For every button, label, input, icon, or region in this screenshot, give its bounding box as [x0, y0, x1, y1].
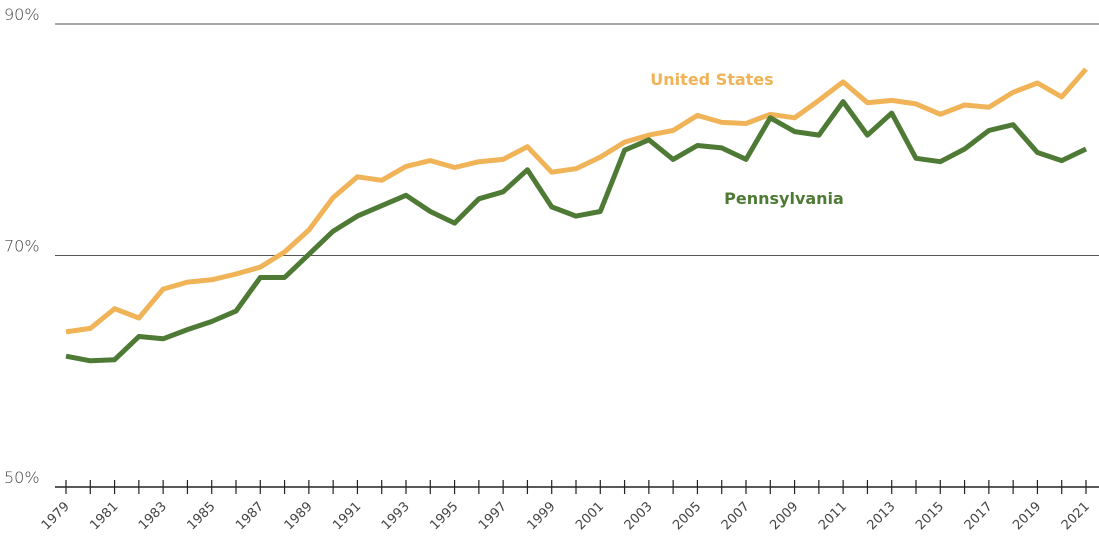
- x-tick-label: 2015: [913, 499, 947, 533]
- x-tick-label: 2005: [670, 499, 704, 533]
- x-tick-label: 1987: [233, 499, 267, 533]
- y-tick-label: 90%: [4, 5, 40, 24]
- y-tick-label: 70%: [4, 237, 40, 256]
- x-tick-label: 2011: [816, 499, 850, 533]
- series-line: [65, 99, 1088, 364]
- x-tick-label: 2019: [1010, 499, 1044, 533]
- x-tick-label: 2007: [719, 499, 753, 533]
- x-tick-label: 2009: [767, 499, 801, 533]
- x-tick-label: 1989: [282, 499, 316, 533]
- series-label: United States: [650, 70, 773, 89]
- x-tick-label: 1991: [330, 499, 364, 533]
- x-tick-label: 1981: [87, 499, 121, 533]
- x-tick-label: 1993: [379, 499, 413, 533]
- plot: 50% 70% 90% 1979 1981 1983 1985 1987 1989 1991 199…: [4, 5, 1099, 533]
- x-tick-label: 2017: [962, 499, 996, 533]
- x-tick-label: 1983: [136, 499, 170, 533]
- x-tick-label: 2021: [1059, 499, 1093, 533]
- x-tick-label: 2003: [622, 499, 656, 533]
- x-tick-label: 1979: [39, 499, 73, 533]
- series-label: Pennsylvania: [724, 189, 844, 208]
- x-tick-label: 1997: [476, 499, 510, 533]
- x-tick-label: 2013: [865, 499, 899, 533]
- x-tick-label: 1995: [427, 499, 461, 533]
- x-tick-label: 1999: [525, 499, 559, 533]
- series-line: [65, 67, 1088, 335]
- y-tick-label: 50%: [4, 468, 40, 487]
- x-tick-label: 1985: [185, 499, 219, 533]
- x-tick-label: 2001: [573, 499, 607, 533]
